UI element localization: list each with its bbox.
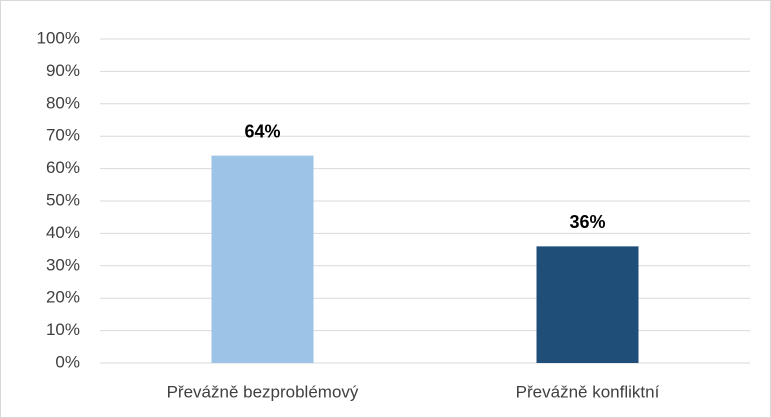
y-tick-label: 0% (55, 352, 80, 371)
bar (536, 246, 639, 363)
y-tick-label: 30% (46, 255, 80, 274)
y-tick-label: 60% (46, 158, 80, 177)
y-tick-label: 20% (46, 288, 80, 307)
value-label: 36% (569, 212, 605, 232)
bar (211, 155, 314, 363)
y-tick-label: 40% (46, 223, 80, 242)
x-tick-label: Převážně konfliktní (516, 382, 660, 401)
y-tick-label: 70% (46, 126, 80, 145)
y-tick-label: 100% (37, 28, 80, 47)
y-tick-label: 80% (46, 93, 80, 112)
y-tick-label: 10% (46, 320, 80, 339)
y-tick-label: 50% (46, 190, 80, 209)
value-label: 64% (244, 121, 280, 141)
x-tick-label: Převážně bezproblémový (167, 382, 359, 401)
y-tick-label: 90% (46, 61, 80, 80)
